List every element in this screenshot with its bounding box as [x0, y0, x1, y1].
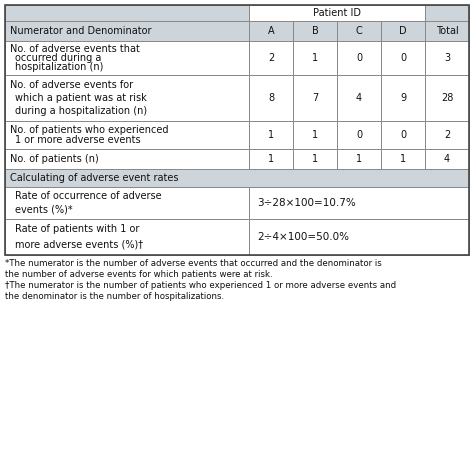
- Bar: [381, 41, 425, 75]
- Text: during a hospitalization (n): during a hospitalization (n): [15, 106, 147, 116]
- Text: 9: 9: [400, 93, 406, 103]
- Text: Rate of occurrence of adverse: Rate of occurrence of adverse: [15, 191, 162, 201]
- Text: 1: 1: [312, 154, 318, 164]
- Bar: [5, 169, 469, 187]
- Bar: [5, 5, 469, 255]
- Text: the denominator is the number of hospitalizations.: the denominator is the number of hospita…: [5, 292, 224, 301]
- Bar: [425, 149, 469, 169]
- Text: B: B: [312, 26, 319, 36]
- Bar: [337, 41, 381, 75]
- Text: C: C: [356, 26, 363, 36]
- Bar: [5, 21, 249, 41]
- Text: Numerator and Denominator: Numerator and Denominator: [10, 26, 152, 36]
- Bar: [5, 187, 249, 219]
- Bar: [293, 21, 337, 41]
- Bar: [293, 149, 337, 169]
- Text: which a patient was at risk: which a patient was at risk: [15, 93, 147, 103]
- Text: Total: Total: [436, 26, 458, 36]
- Bar: [249, 187, 469, 219]
- Text: 1: 1: [268, 130, 274, 140]
- Text: 2÷4×100=50.0%: 2÷4×100=50.0%: [257, 232, 349, 242]
- Text: 0: 0: [400, 53, 406, 63]
- Text: 28: 28: [441, 93, 453, 103]
- Bar: [293, 41, 337, 75]
- Text: 2: 2: [268, 53, 274, 63]
- Bar: [5, 5, 249, 21]
- Bar: [249, 75, 293, 121]
- Bar: [425, 121, 469, 149]
- Text: events (%)*: events (%)*: [15, 205, 73, 215]
- Text: No. of adverse events that: No. of adverse events that: [10, 44, 140, 54]
- Text: Patient ID: Patient ID: [313, 8, 361, 18]
- Bar: [249, 41, 293, 75]
- Text: 1 or more adverse events: 1 or more adverse events: [15, 135, 141, 145]
- Text: 4: 4: [356, 93, 362, 103]
- Text: 1: 1: [268, 154, 274, 164]
- Text: 0: 0: [356, 130, 362, 140]
- Text: *The numerator is the number of adverse events that occurred and the denominator: *The numerator is the number of adverse …: [5, 259, 382, 268]
- Bar: [5, 149, 249, 169]
- Text: A: A: [268, 26, 274, 36]
- Bar: [381, 149, 425, 169]
- Bar: [249, 5, 425, 21]
- Text: 1: 1: [356, 154, 362, 164]
- Text: the number of adverse events for which patients were at risk.: the number of adverse events for which p…: [5, 270, 273, 279]
- Text: more adverse events (%)†: more adverse events (%)†: [15, 239, 143, 249]
- Bar: [5, 75, 249, 121]
- Text: hospitalization (n): hospitalization (n): [15, 63, 103, 72]
- Text: 0: 0: [400, 130, 406, 140]
- Text: Calculating of adverse event rates: Calculating of adverse event rates: [10, 173, 179, 183]
- Text: 7: 7: [312, 93, 318, 103]
- Text: occurred during a: occurred during a: [15, 53, 101, 63]
- Text: No. of patients (n): No. of patients (n): [10, 154, 99, 164]
- Text: 2: 2: [444, 130, 450, 140]
- Bar: [249, 149, 293, 169]
- Bar: [381, 75, 425, 121]
- Text: No. of patients who experienced: No. of patients who experienced: [10, 125, 168, 135]
- Bar: [293, 75, 337, 121]
- Text: 3÷28×100=10.7%: 3÷28×100=10.7%: [257, 198, 356, 208]
- Text: 3: 3: [444, 53, 450, 63]
- Bar: [381, 121, 425, 149]
- Bar: [293, 121, 337, 149]
- Bar: [425, 41, 469, 75]
- Bar: [249, 121, 293, 149]
- Bar: [337, 121, 381, 149]
- Text: D: D: [399, 26, 407, 36]
- Text: 1: 1: [312, 130, 318, 140]
- Bar: [337, 75, 381, 121]
- Bar: [337, 149, 381, 169]
- Bar: [5, 41, 249, 75]
- Text: 8: 8: [268, 93, 274, 103]
- Text: †The numerator is the number of patients who experienced 1 or more adverse event: †The numerator is the number of patients…: [5, 281, 396, 290]
- Bar: [249, 219, 469, 255]
- Bar: [5, 121, 249, 149]
- Bar: [337, 21, 381, 41]
- Bar: [425, 5, 469, 21]
- Text: 0: 0: [356, 53, 362, 63]
- Bar: [5, 219, 249, 255]
- Bar: [425, 21, 469, 41]
- Text: 1: 1: [400, 154, 406, 164]
- Bar: [249, 21, 293, 41]
- Text: 1: 1: [312, 53, 318, 63]
- Bar: [425, 75, 469, 121]
- Bar: [381, 21, 425, 41]
- Text: No. of adverse events for: No. of adverse events for: [10, 80, 133, 90]
- Text: 4: 4: [444, 154, 450, 164]
- Text: Rate of patients with 1 or: Rate of patients with 1 or: [15, 225, 139, 234]
